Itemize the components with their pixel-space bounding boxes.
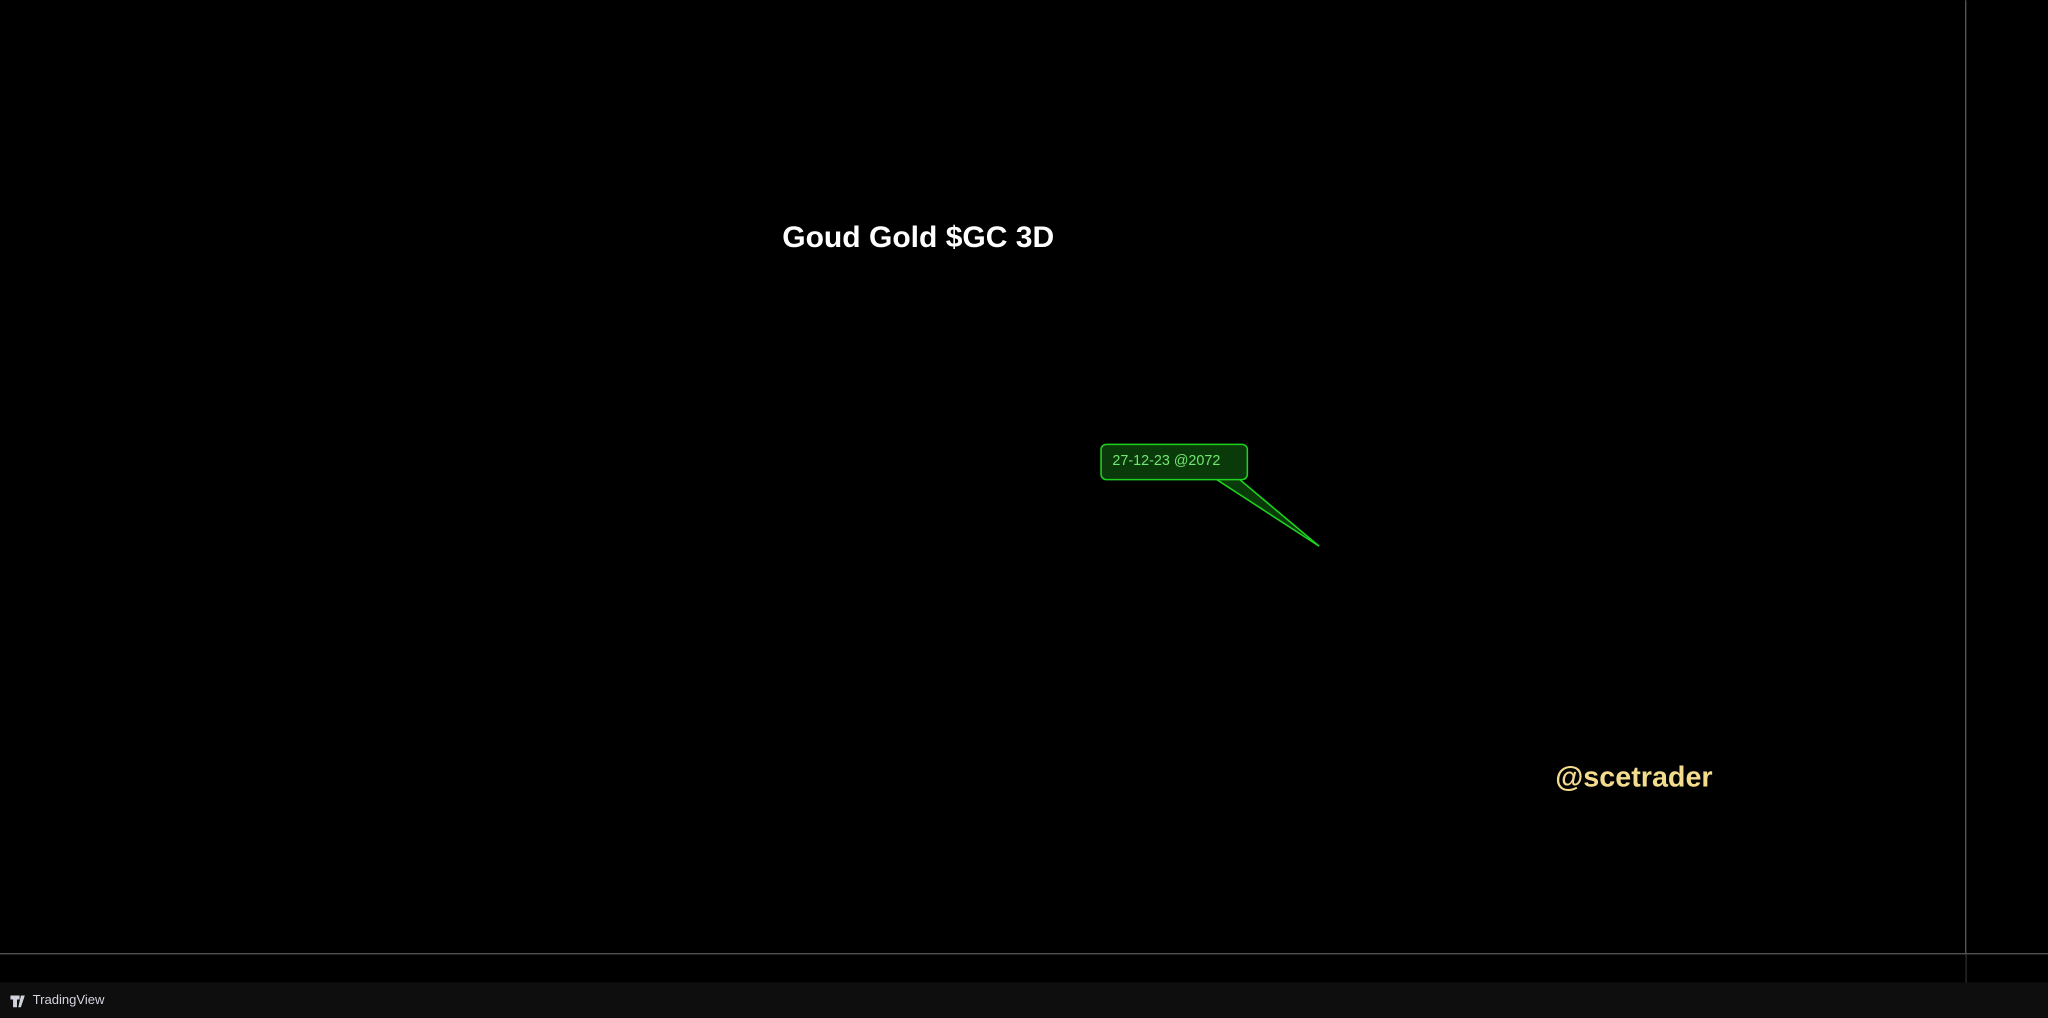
brand-name: TradingView — [33, 992, 105, 1007]
brand-logo — [10, 995, 25, 1008]
watermark: @scetrader — [1555, 761, 1712, 793]
callout-text: 27-12-23 @2072 — [1112, 453, 1220, 469]
callout-box — [1100, 443, 1249, 481]
time-axis — [0, 953, 1966, 983]
price-axis — [1965, 0, 2048, 983]
chart-title: Goud Gold $GC 3D — [782, 221, 1054, 254]
overlay: Goud Gold $GC 3D @scetrader 27-12-23 @20… — [782, 221, 1712, 793]
footer — [0, 982, 2048, 1018]
